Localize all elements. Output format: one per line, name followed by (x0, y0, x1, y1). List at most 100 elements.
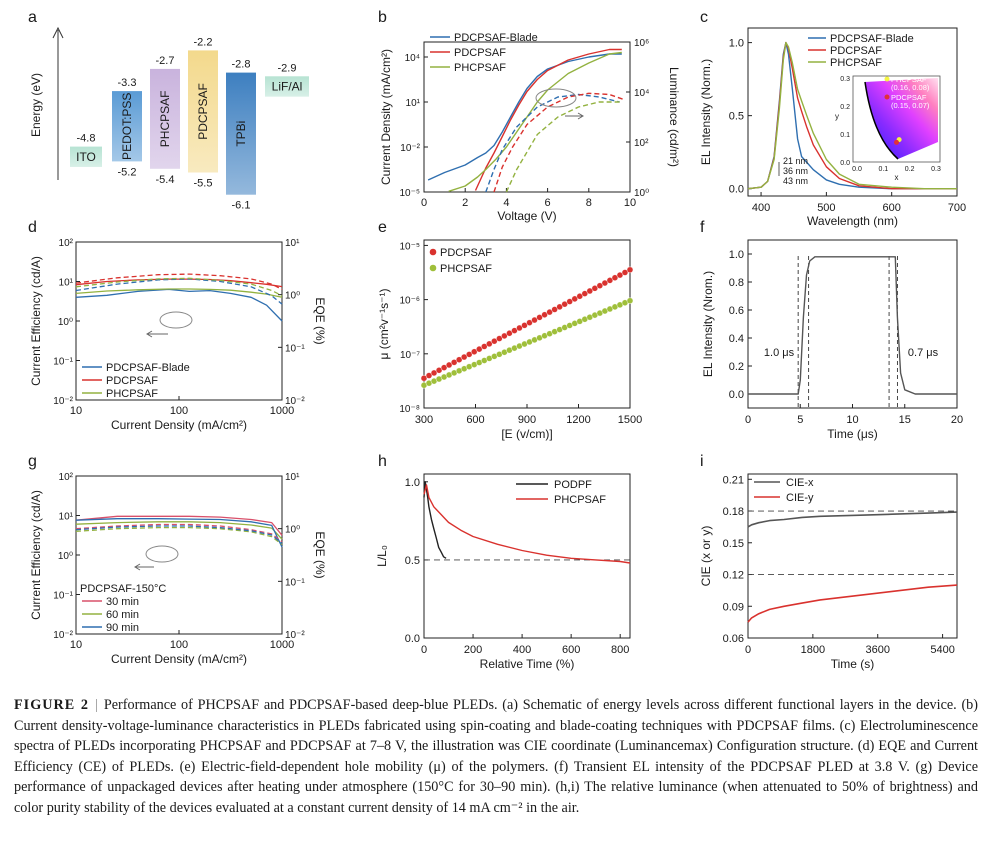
cie-point-marker (894, 139, 899, 145)
y-tick-label: 10² (59, 472, 74, 483)
data-point (506, 329, 513, 337)
y2-axis-label: EQE (%) (313, 297, 327, 344)
y2-tick-label: 10⁴ (634, 88, 649, 99)
figure-panels: a b c d e f g h i Energy (eV) -4.8 ITO -3.3 -5.2 PEDOT… (28, 9, 966, 671)
layer-name: PHCPSAF (158, 91, 172, 148)
legend-label: PODPF (554, 479, 592, 491)
series-transient (748, 256, 957, 395)
data-point (611, 274, 619, 282)
y2-tick-label: 10⁻² (285, 630, 305, 641)
legend-label: PHCPSAF (554, 494, 606, 506)
x-tick-label: 1000 (270, 405, 294, 417)
data-point (450, 359, 458, 366)
y-tick-label: 0.15 (723, 538, 744, 550)
panel-f-transient-chart: 0 5 10 15 20 0.0 0.2 0.4 0.6 0.8 1.0 Time (μs) EL In… (701, 239, 963, 441)
energy-axis-arrow-icon (52, 26, 64, 39)
highlight-ellipse (159, 311, 193, 329)
x-tick-label: 700 (948, 202, 966, 214)
layer-top-level: -4.8 (77, 133, 96, 145)
axis-frame (747, 473, 958, 639)
layer-bar-phcpsaf (150, 68, 180, 169)
x-tick-label: 1500 (618, 414, 642, 426)
data-point (626, 266, 634, 274)
legend-label: PHCPSAF (830, 57, 882, 69)
series-cie-x (747, 511, 958, 528)
inset-x-tick-label: 0.3 (931, 166, 941, 173)
layer-name: LiF/Al (272, 79, 303, 93)
fwhm-label: 21 nm (783, 156, 808, 166)
series-eqe (75, 278, 283, 305)
layer-bar-tpbi (226, 72, 256, 195)
y-axis-label: EL Intensity (Nrom.) (701, 271, 715, 377)
y-axis-label: CIE (x or y) (699, 526, 713, 587)
inset-y-tick-label: 0.1 (840, 132, 850, 139)
y2-tick-label: 10⁶ (634, 38, 649, 49)
series-ce (75, 288, 283, 322)
data-point (586, 287, 594, 295)
data-point (531, 316, 538, 324)
y-tick-label: 1.0 (729, 249, 744, 261)
right-arrow-icon (577, 112, 584, 120)
y-tick-label: 10¹ (59, 278, 74, 289)
legend-title: PDCPSAF-150°C (80, 583, 166, 595)
data-point (435, 366, 443, 374)
data-point (556, 303, 563, 311)
data-point (566, 298, 574, 305)
axis-frame (423, 41, 631, 193)
data-point (581, 290, 589, 297)
left-arrow-icon (134, 563, 141, 571)
fall-time-label: 0.7 μs (908, 347, 939, 359)
x-axis-label: Current Density (mA/cm²) (111, 652, 247, 666)
series-ce (75, 521, 283, 540)
data-point (440, 364, 448, 371)
data-point (516, 324, 523, 332)
layer-bottom-level: -5.4 (156, 174, 175, 186)
fwhm-label: 43 nm (783, 176, 808, 186)
x-tick-label: 10 (70, 405, 82, 417)
x-tick-label: 100 (170, 639, 188, 651)
panel-label-d: d (28, 219, 37, 236)
y2-tick-label: 10⁻² (285, 396, 305, 407)
layer-top-level: -3.3 (118, 77, 137, 89)
y-tick-label: 10⁻² (53, 396, 73, 407)
y-tick-label: 0.8 (729, 277, 744, 289)
y-tick-label: 10⁻² (400, 143, 420, 154)
data-point (420, 374, 428, 382)
data-point (480, 343, 488, 350)
y-tick-label: 10¹ (59, 512, 74, 523)
x-axis-label: Wavelength (nm) (807, 214, 898, 228)
y-tick-label: 0.6 (729, 305, 744, 317)
y-tick-label: 10⁻⁵ (399, 188, 420, 199)
y-tick-label: 0.09 (723, 601, 744, 613)
series-J-pdcpsaf-blade (427, 53, 622, 181)
series-L-phcpsaf (505, 101, 620, 193)
y2-tick-label: 10⁻¹ (285, 343, 305, 354)
layer-bar-pedotpss (112, 91, 142, 162)
panel-h-lifetime-chart: 0 200 400 600 800 0.0 0.5 1.0 Relative Time (%) L… (375, 473, 631, 671)
axis-frame (747, 239, 958, 409)
highlight-ellipse (535, 88, 577, 108)
series-eqe (75, 526, 283, 546)
legend-label: PDCPSAF-Blade (454, 32, 538, 44)
cie-point-coord: (0.16, 0.08) (891, 83, 930, 92)
y2-tick-label: 10⁻¹ (285, 577, 305, 588)
y-axis-label: μ (cm²v⁻¹s⁻¹) (377, 289, 391, 360)
inset-y-tick-label: 0.2 (840, 104, 850, 111)
y-tick-label: 0.0 (729, 389, 744, 401)
x-tick-label: 5400 (930, 644, 954, 656)
x-tick-label: 0 (421, 644, 427, 656)
data-point (465, 351, 473, 358)
axis-frame (423, 473, 631, 639)
y2-tick-label: 10⁰ (285, 525, 300, 536)
series-ce (75, 288, 283, 298)
data-point (526, 319, 533, 326)
y-axis-label: L/L₀ (375, 545, 389, 567)
inset-y-label: y (835, 112, 839, 121)
y-tick-label: 1.0 (729, 38, 744, 50)
legend-label: PDCPSAF-Blade (106, 362, 190, 374)
x-tick-label: 10 (624, 197, 636, 209)
data-point (616, 271, 624, 279)
y-tick-label: 0.0 (405, 633, 420, 645)
legend-label: 30 min (106, 596, 139, 608)
legend-dot (429, 248, 437, 256)
